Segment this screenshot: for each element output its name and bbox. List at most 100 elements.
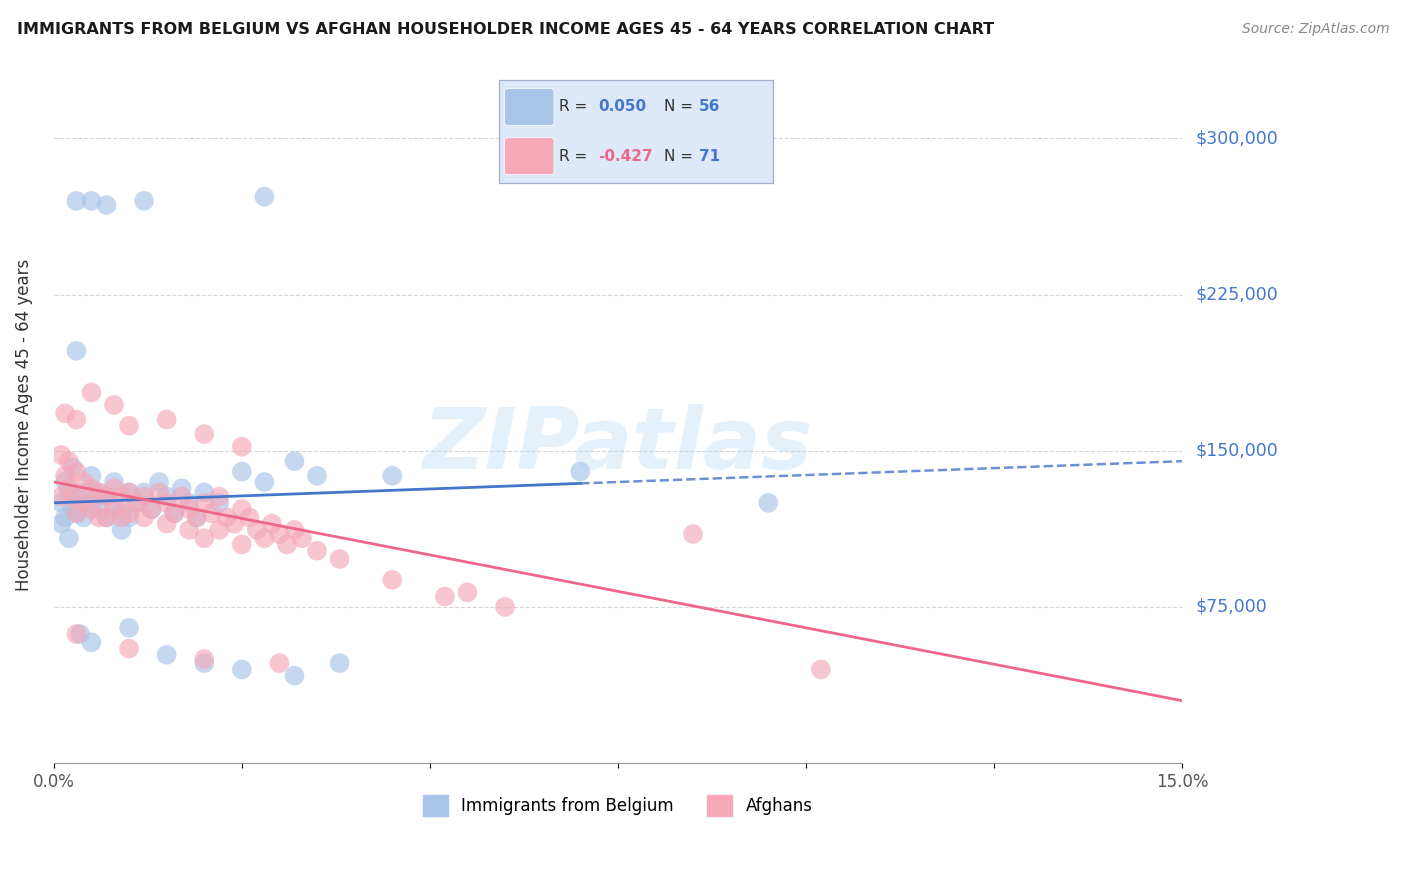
Point [193, 656, 215, 670]
Point [118, 621, 141, 635]
Text: 0.050: 0.050 [598, 99, 645, 114]
FancyBboxPatch shape [505, 88, 554, 126]
Point [156, 516, 179, 531]
Point [179, 496, 201, 510]
Point [494, 599, 516, 614]
Point [381, 468, 404, 483]
Point [231, 537, 253, 551]
Point [231, 440, 253, 454]
Point [456, 585, 478, 599]
Point [186, 510, 208, 524]
Point [51, 490, 73, 504]
Point [80, 385, 103, 400]
Point [283, 668, 305, 682]
Point [87, 502, 110, 516]
Point [193, 427, 215, 442]
Point [103, 481, 125, 495]
Point [186, 510, 208, 524]
Point [73, 510, 96, 524]
Point [253, 531, 276, 545]
Point [96, 490, 118, 504]
Point [73, 475, 96, 489]
Point [208, 490, 231, 504]
Point [141, 502, 163, 516]
Point [118, 485, 141, 500]
Point [87, 510, 110, 524]
Point [118, 641, 141, 656]
Point [682, 527, 704, 541]
Point [163, 506, 186, 520]
Point [305, 543, 328, 558]
Point [96, 510, 118, 524]
Point [69, 627, 91, 641]
Point [53, 475, 76, 489]
Point [103, 502, 125, 516]
Point [156, 412, 179, 426]
Text: IMMIGRANTS FROM BELGIUM VS AFGHAN HOUSEHOLDER INCOME AGES 45 - 64 YEARS CORRELAT: IMMIGRANTS FROM BELGIUM VS AFGHAN HOUSEH… [17, 22, 994, 37]
Point [283, 454, 305, 468]
Point [51, 516, 73, 531]
Point [170, 490, 193, 504]
Point [87, 485, 110, 500]
Point [156, 648, 179, 662]
Point [569, 465, 592, 479]
Point [756, 496, 779, 510]
Point [53, 406, 76, 420]
Point [96, 510, 118, 524]
Point [179, 523, 201, 537]
Point [53, 468, 76, 483]
Point [231, 465, 253, 479]
Point [269, 656, 291, 670]
Point [65, 627, 87, 641]
Point [62, 490, 84, 504]
Point [80, 496, 103, 510]
Point [329, 656, 352, 670]
Point [80, 481, 103, 495]
Point [148, 485, 170, 500]
Point [163, 506, 186, 520]
Point [65, 490, 87, 504]
Point [80, 635, 103, 649]
Point [215, 510, 238, 524]
Text: -0.427: -0.427 [598, 149, 652, 164]
Point [291, 531, 314, 545]
Point [231, 662, 253, 676]
Point [132, 485, 155, 500]
Point [193, 531, 215, 545]
Point [80, 502, 103, 516]
Point [62, 460, 84, 475]
Point [208, 523, 231, 537]
Point [87, 485, 110, 500]
Point [65, 506, 87, 520]
Point [103, 398, 125, 412]
Point [329, 552, 352, 566]
Text: $150,000: $150,000 [1195, 442, 1278, 459]
Point [62, 502, 84, 516]
Point [170, 481, 193, 495]
Point [269, 527, 291, 541]
Point [381, 573, 404, 587]
Point [58, 481, 80, 495]
Point [156, 496, 179, 510]
Point [260, 516, 283, 531]
Text: N =: N = [664, 99, 697, 114]
Text: $75,000: $75,000 [1195, 598, 1268, 616]
Point [193, 496, 215, 510]
Point [58, 454, 80, 468]
Point [132, 194, 155, 208]
Text: ZIPatlas: ZIPatlas [423, 403, 813, 486]
Text: $225,000: $225,000 [1195, 285, 1278, 303]
Point [125, 496, 148, 510]
Point [53, 510, 76, 524]
Point [156, 490, 179, 504]
Point [65, 465, 87, 479]
Point [51, 448, 73, 462]
Point [125, 496, 148, 510]
Point [246, 523, 269, 537]
Point [103, 475, 125, 489]
Y-axis label: Householder Income Ages 45 - 64 years: Householder Income Ages 45 - 64 years [15, 259, 32, 591]
Text: 56: 56 [699, 99, 721, 114]
Point [110, 523, 132, 537]
Point [118, 418, 141, 433]
Point [96, 490, 118, 504]
